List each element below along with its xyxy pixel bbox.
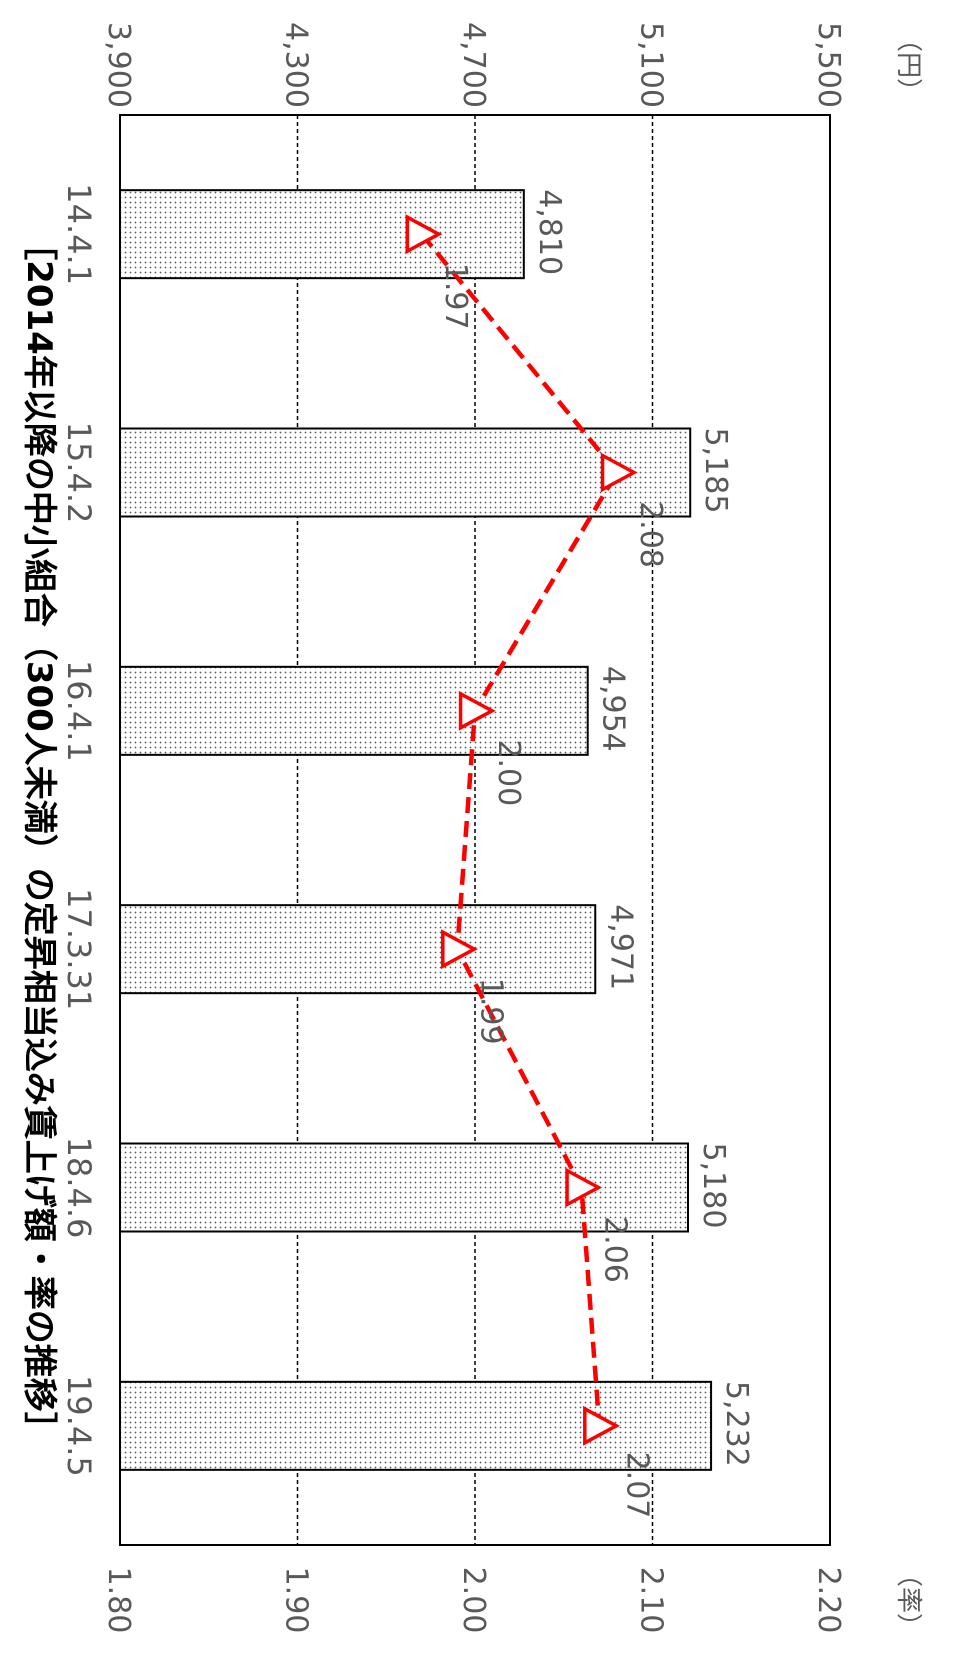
left-axis-unit: （円） bbox=[893, 26, 923, 104]
category-label: 16.4.1 bbox=[60, 660, 98, 762]
triangle-marker bbox=[458, 690, 496, 731]
right-axis-tick: 2.20 bbox=[811, 1567, 846, 1634]
category-label: 15.4.2 bbox=[60, 422, 98, 524]
grid bbox=[296, 115, 654, 1545]
plot-frame bbox=[119, 114, 831, 1546]
triangle-marker bbox=[405, 214, 443, 255]
rate-value-label: 2.07 bbox=[619, 1452, 654, 1519]
right-axis-tick: 1.80 bbox=[101, 1567, 136, 1634]
rate-value-label: 2.06 bbox=[598, 1216, 633, 1283]
left-axis-tick: 3,900 bbox=[101, 22, 136, 108]
bar-value-label: 5,185 bbox=[698, 428, 733, 514]
left-axis-tick: 4,700 bbox=[456, 22, 491, 108]
bar bbox=[119, 904, 597, 995]
chart-title: ［2014年以降の中小組合（300人未満）の定昇相当込み賃上げ額・率の推移］ bbox=[19, 226, 59, 1446]
bar-value-label: 5,180 bbox=[696, 1143, 731, 1229]
left-axis-tick: 5,500 bbox=[811, 22, 846, 108]
rate-value-label: 1.99 bbox=[473, 978, 508, 1045]
right-axis-unit: （率） bbox=[893, 1561, 923, 1639]
left-axis-tick: 5,100 bbox=[634, 22, 669, 108]
category-label: 18.4.6 bbox=[60, 1137, 98, 1239]
triangle-marker bbox=[565, 1167, 603, 1208]
right-axis-tick: 2.10 bbox=[634, 1567, 669, 1634]
category-label: 19.4.5 bbox=[60, 1375, 98, 1477]
data-labels: 4,810 5,185 4,954 4,971 5,180 5,232 1.97 2.08 2.… bbox=[438, 189, 754, 1518]
rate-value-label: 1.97 bbox=[438, 263, 473, 330]
bars bbox=[118, 189, 713, 1471]
left-axis-tick: 4,300 bbox=[279, 22, 314, 108]
bar-value-label: 4,810 bbox=[532, 189, 567, 275]
bar-value-label: 4,971 bbox=[603, 904, 638, 990]
rate-value-label: 2.08 bbox=[633, 501, 668, 568]
category-label: 14.4.1 bbox=[60, 183, 98, 285]
axes: 14.4.1 15.4.2 16.4.1 17.3.31 18.4.6 19.4.5 3,9… bbox=[60, 22, 923, 1639]
category-label: 17.3.31 bbox=[60, 888, 98, 1010]
right-axis-tick: 2.00 bbox=[456, 1567, 491, 1634]
bar-value-label: 5,232 bbox=[719, 1381, 754, 1467]
triangle-marker bbox=[600, 452, 638, 493]
rate-line-series bbox=[405, 214, 638, 1446]
rate-line bbox=[420, 232, 620, 1427]
triangle-marker bbox=[441, 929, 478, 970]
bar-value-label: 4,954 bbox=[596, 666, 631, 752]
rate-value-label: 2.00 bbox=[491, 739, 526, 806]
right-axis-tick: 1.90 bbox=[279, 1567, 314, 1634]
triangle-marker bbox=[583, 1405, 620, 1446]
